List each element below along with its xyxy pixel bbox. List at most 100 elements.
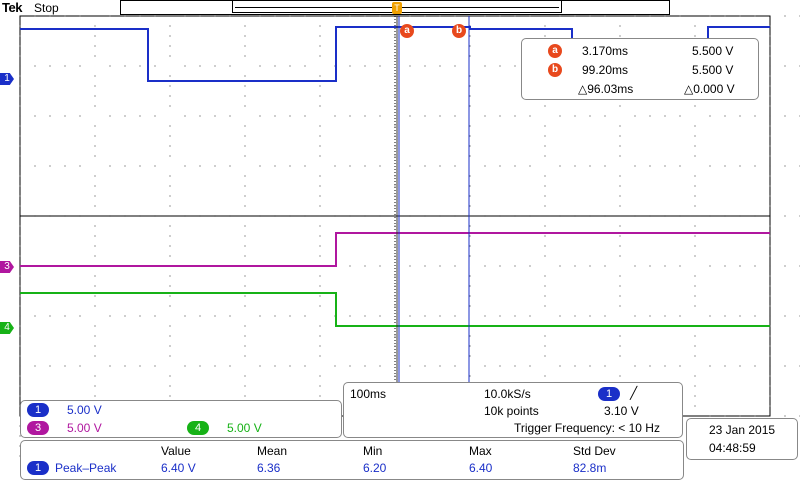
grid-dot <box>244 285 246 287</box>
grid-dot <box>469 95 471 97</box>
trigger-level-readout[interactable]: 3.10 V <box>604 404 639 418</box>
grid-dot <box>214 115 216 117</box>
grid-dot <box>319 305 321 307</box>
grid-dot <box>109 165 111 167</box>
grid-dot <box>319 255 321 257</box>
grid-dot <box>124 65 126 67</box>
grid-dot <box>349 115 351 117</box>
grid-dot <box>19 35 21 37</box>
ch4-ground-marker[interactable]: 4 <box>0 322 14 334</box>
grid-dot <box>319 245 321 247</box>
grid-dot <box>664 265 666 267</box>
grid-dot <box>619 135 621 137</box>
grid-dot <box>469 275 471 277</box>
ch3-badge[interactable]: 3 <box>27 421 49 435</box>
grid-dot <box>244 355 246 357</box>
grid-dot <box>634 315 636 317</box>
grid-dot <box>469 355 471 357</box>
ch1-ground-marker[interactable]: 1 <box>0 73 14 85</box>
grid-dot <box>94 335 96 337</box>
measure-row-ch1-badge[interactable]: 1 <box>27 461 49 475</box>
measure-header-mean: Mean <box>257 444 288 458</box>
readout-b-tag: b <box>548 63 562 77</box>
measure-row-name[interactable]: Peak–Peak <box>55 461 117 475</box>
grid-dot <box>94 305 96 307</box>
grid-dot <box>634 365 636 367</box>
grid-dot <box>604 365 606 367</box>
grid-dot <box>769 245 771 247</box>
grid-dot <box>469 245 471 247</box>
grid-dot <box>304 315 306 317</box>
grid-dot <box>94 295 96 297</box>
grid-dot <box>169 125 171 127</box>
grid-dot <box>529 365 531 367</box>
grid-dot <box>169 45 171 47</box>
grid-dot <box>694 385 696 387</box>
ch3-ground-marker[interactable]: 3 <box>0 261 14 273</box>
grid-dot <box>49 65 51 67</box>
grid-dot <box>379 265 381 267</box>
grid-dot <box>169 135 171 137</box>
grid-dot <box>694 125 696 127</box>
grid-dot <box>244 255 246 257</box>
grid-dot <box>544 235 546 237</box>
grid-dot <box>19 325 21 327</box>
cursor-a-tag[interactable]: a <box>400 24 414 38</box>
measure-header-value: Value <box>161 444 191 458</box>
grid-dot <box>259 365 261 367</box>
timebase-readout[interactable]: 100ms <box>350 387 387 401</box>
grid-dot <box>589 15 591 17</box>
grid-dot <box>544 35 546 37</box>
grid-dot <box>319 295 321 297</box>
grid-dot <box>94 105 96 107</box>
grid-dot <box>469 105 471 107</box>
grid-dot <box>184 315 186 317</box>
grid-dot <box>574 115 576 117</box>
cursor-b-time: 99.20ms <box>582 63 629 77</box>
grid-dot <box>499 15 501 17</box>
grid-dot <box>19 225 21 227</box>
grid-dot <box>169 255 171 257</box>
grid-dot <box>604 115 606 117</box>
trigger-source-badge[interactable]: 1 <box>598 387 620 401</box>
grid-dot <box>769 385 771 387</box>
grid-dot <box>274 15 276 17</box>
grid-dot <box>19 245 21 247</box>
grid-dot <box>484 115 486 117</box>
grid-dot <box>94 155 96 157</box>
grid-dot <box>154 15 156 17</box>
grid-dot <box>424 15 426 17</box>
grid-dot <box>709 15 711 17</box>
ch1-badge[interactable]: 1 <box>27 403 49 417</box>
grid-dot <box>724 365 726 367</box>
grid-dot <box>319 145 321 147</box>
grid-dot <box>709 415 711 417</box>
grid-dot <box>319 155 321 157</box>
grid-dot <box>124 365 126 367</box>
grid-dot <box>784 415 786 417</box>
grid-dot <box>724 115 726 117</box>
grid-dot <box>454 265 456 267</box>
grid-dot <box>214 15 216 17</box>
trigger-slope-icon: ╱ <box>630 386 638 400</box>
grid-dot <box>559 365 561 367</box>
grid-dot <box>244 35 246 37</box>
grid-dot <box>469 35 471 37</box>
grid-dot <box>529 315 531 317</box>
ch4-badge[interactable]: 4 <box>187 421 209 435</box>
grid-dot <box>559 165 561 167</box>
grid-dot <box>664 115 666 117</box>
grid-dot <box>64 315 66 317</box>
grid-dot <box>379 15 381 17</box>
grid-dot <box>229 15 231 17</box>
grid-dot <box>289 115 291 117</box>
grid-dot <box>334 115 336 117</box>
grid-dot <box>244 345 246 347</box>
cursor-b-tag[interactable]: b <box>452 24 466 38</box>
trigger-position-marker[interactable]: T <box>392 2 402 14</box>
grid-dot <box>214 165 216 167</box>
grid-dot <box>289 315 291 317</box>
grid-dot <box>304 15 306 17</box>
measure-header-max: Max <box>469 444 492 458</box>
grid-dot <box>319 225 321 227</box>
